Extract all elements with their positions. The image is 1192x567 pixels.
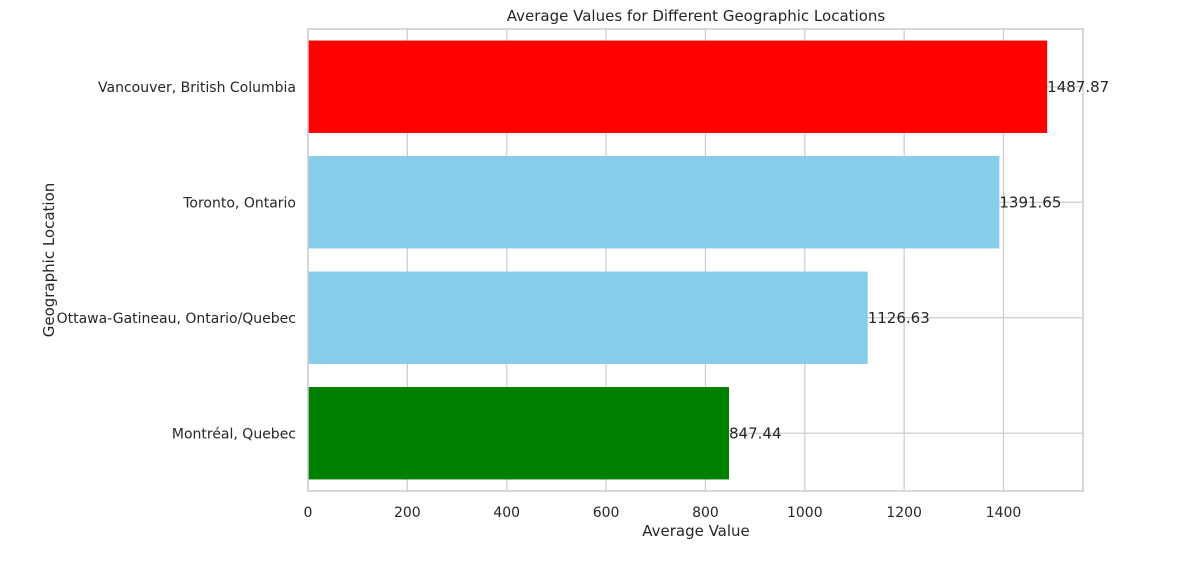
bar-value-labels: 847.44 1126.63 1391.65 1487.87	[729, 78, 1109, 443]
x-axis-label: Average Value	[642, 522, 750, 540]
x-tick-label: 0	[304, 505, 313, 521]
bar	[308, 387, 730, 480]
x-tick-label: 200	[394, 505, 421, 521]
y-tick-label: Montréal, Quebec	[172, 426, 296, 442]
x-tick-label: 1200	[886, 505, 922, 521]
x-tick-label: 800	[692, 505, 719, 521]
chart-title: Average Values for Different Geographic …	[507, 7, 886, 25]
bar	[308, 156, 1000, 249]
plot-frame	[307, 28, 1084, 492]
y-tick-labels: Montréal, Quebec Ottawa-Gatineau, Ontario…	[57, 80, 296, 443]
bar	[308, 40, 1048, 133]
y-tick-label: Ottawa-Gatineau, Ontario/Quebec	[57, 311, 296, 327]
bar-value-label: 1391.65	[999, 193, 1061, 211]
y-axis-label: Geographic Location	[40, 183, 58, 338]
bar-value-label: 1487.87	[1047, 78, 1109, 96]
y-tick-label: Toronto, Ontario	[182, 195, 296, 211]
x-tick-label: 1400	[986, 505, 1022, 521]
bar-value-label: 1126.63	[868, 309, 930, 327]
x-tick-label: 1000	[787, 505, 823, 521]
bars	[308, 40, 1048, 480]
bar-value-label: 847.44	[729, 424, 782, 442]
bar	[308, 271, 868, 364]
x-tick-label: 600	[593, 505, 620, 521]
x-tick-labels: 0 200 400 600 800 1000 1200 1400	[304, 505, 1022, 521]
y-tick-label: Vancouver, British Columbia	[98, 80, 296, 96]
x-tick-label: 400	[493, 505, 520, 521]
